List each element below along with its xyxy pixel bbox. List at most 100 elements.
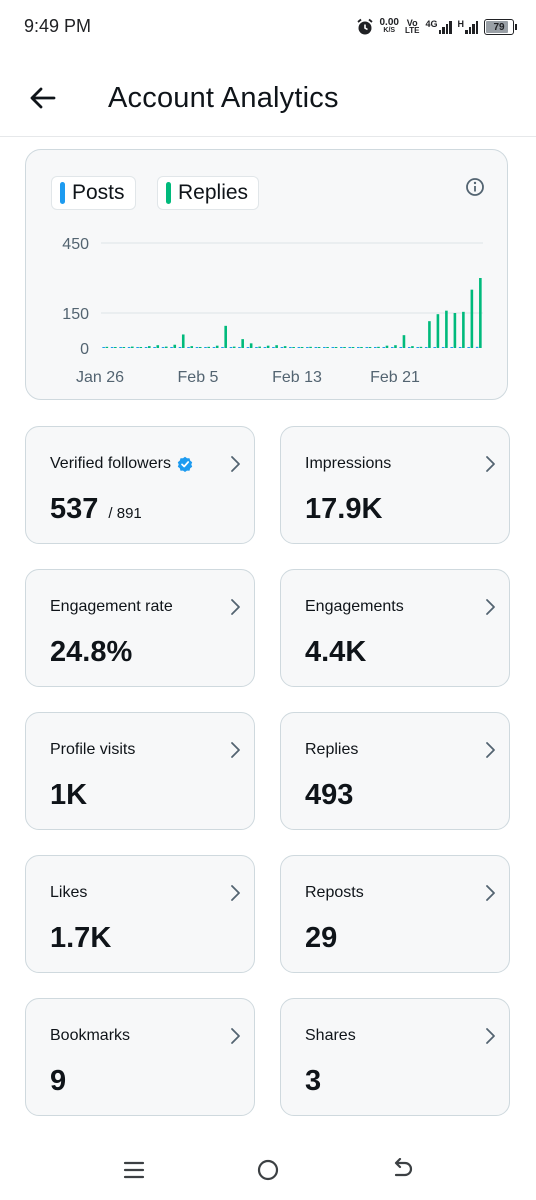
stat-card-bookmarks[interactable]: Bookmarks 9 <box>25 998 255 1116</box>
battery-icon: 79 <box>484 19 517 35</box>
legend-replies-swatch <box>166 182 171 204</box>
replies-bar <box>368 347 372 348</box>
stat-label-row: Shares <box>305 1027 356 1045</box>
stat-label-row: Reposts <box>305 884 364 902</box>
replies-bar <box>411 346 414 348</box>
stat-label-row: Verified followers <box>50 455 193 473</box>
recents-button[interactable] <box>114 1150 154 1190</box>
chevron-right-icon <box>231 1028 240 1044</box>
stat-label: Reposts <box>305 884 364 901</box>
replies-bar <box>436 314 440 348</box>
replies-bar <box>343 347 346 348</box>
replies-bar <box>351 347 355 348</box>
posts-bar <box>365 347 369 348</box>
replies-bar <box>164 346 168 348</box>
replies-bar <box>190 346 194 348</box>
replies-bar <box>249 343 253 348</box>
stat-label-row: Engagement rate <box>50 598 173 616</box>
stat-label: Likes <box>50 884 88 901</box>
posts-bar <box>390 347 394 348</box>
stat-label: Bookmarks <box>50 1027 131 1044</box>
posts-bar <box>136 347 139 348</box>
legend-posts-toggle[interactable]: Posts <box>51 176 136 210</box>
replies-bar <box>453 313 457 348</box>
stat-card-engagement-rate[interactable]: Engagement rate 24.8% <box>25 569 255 687</box>
volte-indicator: Vo LTE <box>404 18 420 35</box>
replies-bar <box>147 346 151 348</box>
status-time: 9:49 PM <box>24 16 92 36</box>
posts-bar <box>424 347 428 348</box>
replies-bar <box>114 347 117 348</box>
stat-value-row: 24.8% <box>50 636 132 669</box>
replies-bar <box>419 346 423 348</box>
legend-replies-toggle[interactable]: Replies <box>157 176 260 210</box>
posts-bar <box>340 347 343 348</box>
stat-label-row: Profile visits <box>50 741 135 759</box>
posts-bar <box>441 347 445 348</box>
stat-card-replies[interactable]: Replies 493 <box>280 712 510 830</box>
stat-label: Verified followers <box>50 455 171 472</box>
posts-bar <box>348 347 352 348</box>
replies-bar <box>445 310 448 348</box>
replies-bar <box>479 278 482 348</box>
chevron-right-icon <box>486 1028 495 1044</box>
replies-bar <box>360 347 363 348</box>
menu-icon <box>123 1161 145 1179</box>
replies-bar <box>309 346 312 348</box>
home-button[interactable] <box>248 1150 288 1190</box>
posts-bar <box>144 347 148 348</box>
replies-bar <box>462 311 465 348</box>
stat-card-likes[interactable]: Likes 1.7K <box>25 855 255 973</box>
stat-value: 17.9K <box>305 493 383 525</box>
posts-bar <box>127 347 131 348</box>
replies-bar <box>326 347 329 348</box>
replies-bar <box>394 345 397 348</box>
stat-value-row: 1K <box>50 779 87 812</box>
replies-bar <box>258 346 261 348</box>
posts-bar <box>204 347 207 348</box>
replies-bar <box>241 339 244 348</box>
posts-bar <box>458 347 462 348</box>
stat-value-row: 493 <box>305 779 353 812</box>
replies-bar <box>232 346 236 348</box>
posts-bar <box>297 347 301 348</box>
stat-card-impressions[interactable]: Impressions 17.9K <box>280 426 510 544</box>
replies-bar <box>198 347 202 348</box>
stat-value: 1.7K <box>50 922 112 954</box>
replies-bar <box>470 289 474 348</box>
posts-bar <box>153 347 156 348</box>
back-button[interactable] <box>24 80 60 116</box>
posts-bar <box>272 347 275 348</box>
x-tick-label: Feb 13 <box>272 369 322 386</box>
stat-card-profile-visits[interactable]: Profile visits 1K <box>25 712 255 830</box>
posts-bar <box>433 347 437 348</box>
legend-replies-label: Replies <box>178 181 249 204</box>
posts-bar <box>314 347 318 348</box>
stat-card-shares[interactable]: Shares 3 <box>280 998 510 1116</box>
stat-value-row: 9 <box>50 1065 66 1098</box>
y-tick-label: 0 <box>80 341 89 358</box>
info-icon[interactable] <box>464 176 486 198</box>
posts-bar <box>212 347 216 348</box>
replies-bar <box>266 345 270 348</box>
posts-bar <box>102 347 105 348</box>
chevron-right-icon <box>231 599 240 615</box>
stat-label-row: Replies <box>305 741 358 759</box>
home-circle-icon <box>257 1159 279 1181</box>
replies-bar <box>377 346 380 348</box>
stat-value: 24.8% <box>50 636 133 668</box>
posts-bar <box>195 347 199 348</box>
status-icons: 0.00 K/S Vo LTE 4G H 79 <box>356 14 517 40</box>
replies-bar <box>139 347 143 348</box>
posts-bar <box>229 347 233 348</box>
stat-card-engagements[interactable]: Engagements 4.4K <box>280 569 510 687</box>
stat-card-reposts[interactable]: Reposts 29 <box>280 855 510 973</box>
posts-bar <box>221 347 224 348</box>
stat-card-verified-followers[interactable]: Verified followers 537 / 891 <box>25 426 255 544</box>
stat-label: Engagements <box>305 598 404 615</box>
system-nav-bar <box>0 1140 536 1200</box>
signal-icon <box>438 20 452 34</box>
chevron-right-icon <box>486 456 495 472</box>
replies-bar <box>215 345 219 348</box>
system-back-button[interactable] <box>382 1150 422 1190</box>
